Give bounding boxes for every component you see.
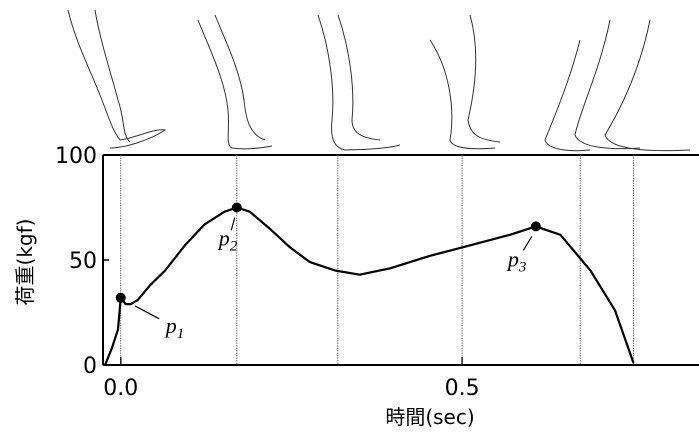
annotation-text: p: [506, 246, 519, 271]
annotation-label: p2: [217, 226, 238, 255]
y-axis-label: 荷重(kgf): [13, 219, 37, 306]
annotation-sub: 1: [177, 326, 185, 342]
annotation-arrow: [523, 236, 532, 250]
chart: 時間(sec) 荷重(kgf) 0501000.00.5p1p2p3: [0, 0, 699, 438]
y-tick-label: 100: [55, 144, 97, 169]
annotation-point: [531, 221, 541, 231]
annotation-label: p3: [506, 246, 526, 275]
data-line: [105, 208, 633, 366]
annotation-label: p1: [164, 313, 185, 342]
annotation-text: p: [217, 226, 230, 251]
y-tick-label: 50: [69, 249, 97, 274]
annotation-text: p: [164, 313, 177, 338]
x-tick-label: 0.0: [103, 376, 138, 401]
annotation-point: [232, 203, 242, 213]
annotation-point: [116, 293, 126, 303]
y-tick-label: 0: [83, 354, 97, 379]
annotation-arrow: [231, 218, 235, 231]
x-axis-label: 時間(sec): [385, 405, 474, 429]
x-tick-label: 0.5: [445, 376, 480, 401]
annotation-sub: 3: [518, 259, 527, 275]
foot-illustrations: [68, 10, 690, 151]
annotation-arrow: [135, 306, 160, 319]
annotation-sub: 2: [230, 239, 238, 255]
